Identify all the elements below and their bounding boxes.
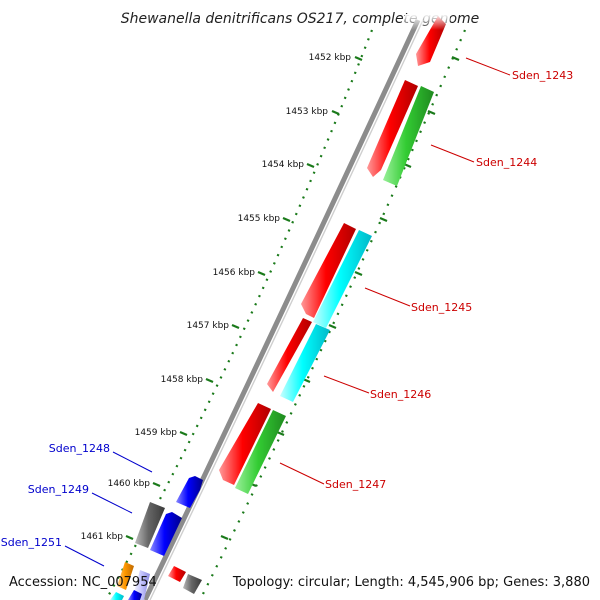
accession-text: Accession: NC_007954 xyxy=(9,575,157,590)
tick-label: 1456 kbp xyxy=(213,268,256,278)
gene-label[interactable]: Sden_1244 xyxy=(476,156,537,169)
gene-arrow[interactable] xyxy=(110,592,124,600)
gene-arrow[interactable] xyxy=(280,324,330,402)
gene-arrow[interactable] xyxy=(128,590,142,600)
gene-fade xyxy=(405,14,450,30)
gene-label[interactable]: Sden_1246 xyxy=(370,388,431,401)
topology-summary: Topology: circular; Length: 4,545,906 bp… xyxy=(232,575,590,590)
gene-label[interactable]: Sden_1248 xyxy=(49,442,110,455)
tick-label: 1459 kbp xyxy=(135,428,178,438)
forward-label-leaders xyxy=(279,57,511,485)
page-title: Shewanella denitrificans OS217, complete… xyxy=(121,11,480,27)
gene-arrow[interactable] xyxy=(117,562,134,590)
gene-arrow[interactable] xyxy=(235,410,286,494)
tick-label: 1457 kbp xyxy=(187,321,230,331)
tick-label: 1454 kbp xyxy=(262,160,305,170)
gene-label[interactable]: Sden_1243 xyxy=(512,69,573,82)
reverse-strand-track xyxy=(110,476,203,600)
gene-label[interactable]: Sden_1245 xyxy=(411,301,472,314)
gene-arrow[interactable] xyxy=(383,86,434,186)
genome-backbone-shadow xyxy=(149,19,424,600)
gene-arrow[interactable] xyxy=(183,574,202,594)
reverse-label-leaders xyxy=(64,451,153,567)
tick-labels: 1452 kbp 1453 kbp 1454 kbp 1455 kbp 1456… xyxy=(81,53,352,542)
outer-tick-ring xyxy=(199,29,467,600)
gene-arrow[interactable] xyxy=(313,230,372,328)
gene-arrow[interactable] xyxy=(367,80,418,177)
forward-gene-labels: Sden_1243 Sden_1244 Sden_1245 Sden_1246 … xyxy=(325,69,573,491)
gene-arrow[interactable] xyxy=(301,223,356,318)
major-ticks-inner xyxy=(125,55,363,541)
gene-arrow[interactable] xyxy=(168,566,186,582)
gene-arrow[interactable] xyxy=(150,512,182,556)
gene-label[interactable]: Sden_1247 xyxy=(325,478,386,491)
gene-arrow[interactable] xyxy=(135,502,165,548)
genome-backbone xyxy=(142,18,421,600)
tick-label: 1461 kbp xyxy=(81,532,124,542)
gene-label[interactable]: Sden_1249 xyxy=(28,483,89,496)
tick-label: 1458 kbp xyxy=(161,375,204,385)
tick-label: 1453 kbp xyxy=(286,107,329,117)
reverse-gene-labels: Sden_1248 Sden_1249 Sden_1251 xyxy=(1,442,110,549)
gene-arrow[interactable] xyxy=(176,476,203,508)
gene-arrow[interactable] xyxy=(219,403,271,485)
tick-label: 1455 kbp xyxy=(238,214,281,224)
forward-strand-track xyxy=(219,14,450,494)
tick-label: 1452 kbp xyxy=(309,53,352,63)
tick-label: 1460 kbp xyxy=(108,479,151,489)
gene-arrow[interactable] xyxy=(267,318,312,392)
gene-label[interactable]: Sden_1251 xyxy=(1,536,62,549)
